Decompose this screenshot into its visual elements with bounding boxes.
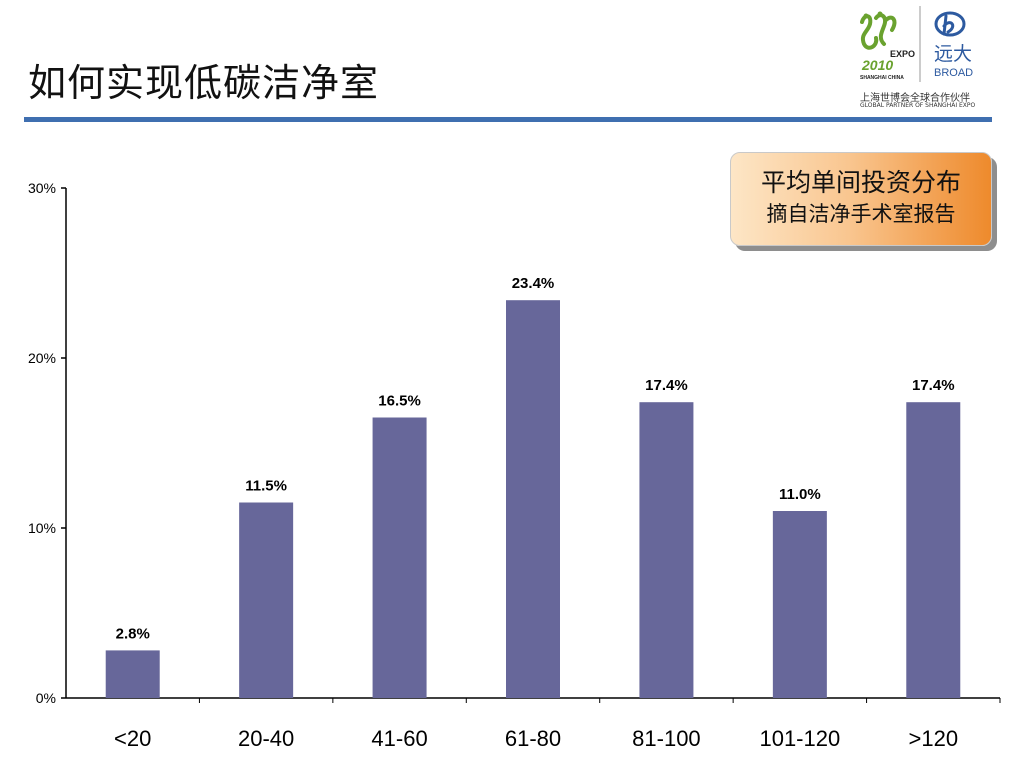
y-tick-label: 10% xyxy=(28,520,56,536)
bar-value-label: 2.8% xyxy=(116,625,150,642)
y-tick-label: 0% xyxy=(36,690,56,706)
expo-place: SHANGHAI CHINA xyxy=(860,75,904,81)
bar-7 xyxy=(906,402,961,698)
note-line-2: 摘自洁净手术室报告 xyxy=(766,202,956,226)
expo-year: 2010 xyxy=(861,57,893,73)
logo-area: EXPO 2010 SHANGHAI CHINA 远大 BROAD xyxy=(850,4,990,114)
note-callout: 平均单间投资分布 摘自洁净手术室报告 xyxy=(730,152,992,246)
bar-value-label: 16.5% xyxy=(378,393,421,410)
chart-labels: 2.8% <20 11.5% 20-40 16.5% 41-60 23.4% 61-80 17.… xyxy=(114,275,958,751)
x-tick-label: 20-40 xyxy=(238,726,294,751)
brand-cn: 远大 xyxy=(934,43,972,65)
bar-value-label: 11.5% xyxy=(245,478,287,495)
bar-2 xyxy=(239,502,294,698)
expo-emblem-icon xyxy=(860,11,897,50)
bar-value-label: 11.0% xyxy=(779,486,821,503)
x-tick-label: 101-120 xyxy=(759,726,840,751)
broad-emblem-icon xyxy=(934,11,966,37)
page-title: 如何实现低碳洁净室 xyxy=(28,61,380,105)
chart-bars xyxy=(105,300,961,698)
bar-value-label: 17.4% xyxy=(912,377,955,394)
brand-en: BROAD xyxy=(934,67,973,79)
bar-1 xyxy=(105,650,160,698)
x-tick-label: 81-100 xyxy=(632,726,701,751)
partner-en: GLOBAL PARTNER OF SHANGHAI EXPO xyxy=(860,102,976,109)
partner-cn: 上海世博会全球合作伙伴 xyxy=(860,93,970,104)
bar-4 xyxy=(506,300,560,698)
x-tick-label: <20 xyxy=(114,726,151,751)
expo-broad-logo: EXPO 2010 SHANGHAI CHINA 远大 BROAD xyxy=(860,6,973,82)
bar-3 xyxy=(372,417,427,698)
note-line-1: 平均单间投资分布 xyxy=(760,168,961,197)
bar-5 xyxy=(639,402,694,698)
x-tick-label: >120 xyxy=(909,726,959,751)
x-tick-label: 61-80 xyxy=(505,726,561,751)
x-tick-label: 41-60 xyxy=(371,726,427,751)
bar-6 xyxy=(772,511,827,698)
bar-value-label: 17.4% xyxy=(645,377,688,394)
bar-value-label: 23.4% xyxy=(512,275,555,292)
y-tick-label: 30% xyxy=(28,180,56,196)
title-underline xyxy=(24,117,992,122)
y-tick-label: 20% xyxy=(28,350,56,366)
expo-word: EXPO xyxy=(890,49,915,59)
